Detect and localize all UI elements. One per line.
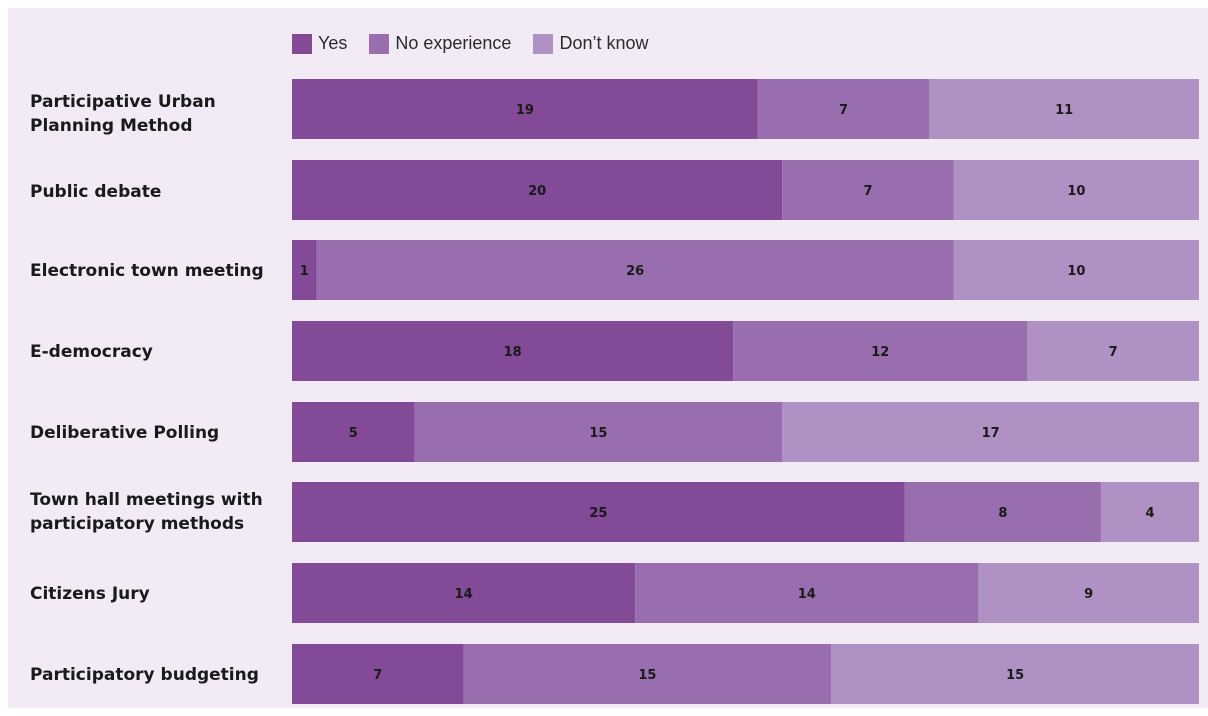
bar-segment-yes-4 xyxy=(292,402,415,462)
data-label-no-experience-2: 26 xyxy=(626,264,644,279)
data-label-yes-7: 7 xyxy=(373,668,382,683)
bar-segment-yes-3 xyxy=(292,321,734,381)
data-label-dont-know-7: 15 xyxy=(1006,668,1024,683)
data-label-dont-know-4: 17 xyxy=(982,426,1000,441)
data-label-dont-know-1: 10 xyxy=(1067,184,1085,199)
bar-segment-no-experience-7 xyxy=(463,644,832,704)
legend-label-dont-know: Don’t know xyxy=(559,33,649,53)
bar-segment-no-experience-4 xyxy=(414,402,783,462)
bar-segment-no-experience-3 xyxy=(733,321,1028,381)
legend-swatch-yes xyxy=(292,33,312,54)
data-label-dont-know-3: 7 xyxy=(1109,345,1118,360)
legend-swatch-dont-know xyxy=(533,33,554,54)
bar-segment-yes-7 xyxy=(292,644,464,704)
data-label-yes-1: 20 xyxy=(528,184,546,199)
bar-segment-dont-know-3 xyxy=(1027,321,1199,381)
bar-segment-yes-0 xyxy=(292,79,758,139)
bar-segment-no-experience-5 xyxy=(904,482,1101,542)
bar-segment-dont-know-4 xyxy=(782,402,1199,462)
category-label-participatory-budgeting: Participatory budgeting xyxy=(30,665,259,685)
bar-segment-yes-5 xyxy=(292,482,905,542)
category-label-citizens-jury: Citizens Jury xyxy=(30,584,150,604)
category-label-e-democracy: E-democracy xyxy=(30,342,153,362)
bar-segment-dont-know-5 xyxy=(1100,482,1199,542)
legend-label-no-experience: No experience xyxy=(395,33,512,53)
data-label-yes-4: 5 xyxy=(349,426,358,441)
data-label-no-experience-7: 15 xyxy=(638,668,656,683)
legend-item-no-experience: No experience xyxy=(369,33,511,54)
data-label-no-experience-1: 7 xyxy=(864,184,873,199)
bar-segment-yes-6 xyxy=(292,563,636,623)
legend-item-yes: Yes xyxy=(292,33,347,54)
bar-segment-no-experience-0 xyxy=(757,79,930,139)
category-label-deliberative-polling: Deliberative Polling xyxy=(30,423,220,443)
bar-segment-yes-1 xyxy=(292,160,783,220)
data-label-no-experience-0: 7 xyxy=(839,103,848,118)
data-label-no-experience-4: 15 xyxy=(589,426,607,441)
data-label-no-experience-3: 12 xyxy=(871,345,889,360)
data-label-yes-2: 1 xyxy=(300,264,309,279)
bar-segment-no-experience-1 xyxy=(782,160,954,220)
category-label-electronic-town-meeting: Electronic town meeting xyxy=(30,261,264,281)
bar-segment-yes-2 xyxy=(292,240,317,300)
data-label-dont-know-6: 9 xyxy=(1084,587,1093,602)
bar-segment-dont-know-7 xyxy=(831,644,1199,704)
bar-segment-no-experience-6 xyxy=(635,563,979,623)
data-label-yes-0: 19 xyxy=(516,103,534,118)
data-label-yes-5: 25 xyxy=(589,506,607,521)
data-label-dont-know-2: 10 xyxy=(1067,264,1085,279)
chart-legend: Yes No experience Don’t know xyxy=(292,33,671,54)
data-label-dont-know-0: 11 xyxy=(1055,103,1073,118)
category-label-participative-urban-planning: Participative Urban Planning Method xyxy=(30,92,216,136)
data-label-yes-6: 14 xyxy=(455,587,473,602)
legend-swatch-no-experience xyxy=(369,33,390,54)
data-label-no-experience-5: 8 xyxy=(998,506,1007,521)
legend-label-yes: Yes xyxy=(318,33,348,53)
category-label-town-hall-meetings: Town hall meetings with participatory me… xyxy=(30,490,263,534)
category-label-public-debate: Public debate xyxy=(30,182,162,202)
data-label-dont-know-5: 4 xyxy=(1145,506,1154,521)
data-label-yes-3: 18 xyxy=(504,345,522,360)
bar-segment-dont-know-1 xyxy=(953,160,1199,220)
bar-segment-dont-know-2 xyxy=(953,240,1199,300)
bar-segment-no-experience-2 xyxy=(316,240,954,300)
bar-segment-dont-know-0 xyxy=(929,79,1199,139)
data-label-no-experience-6: 14 xyxy=(798,587,816,602)
bar-segment-dont-know-6 xyxy=(978,563,1199,623)
legend-item-dont-know: Don’t know xyxy=(533,33,649,54)
